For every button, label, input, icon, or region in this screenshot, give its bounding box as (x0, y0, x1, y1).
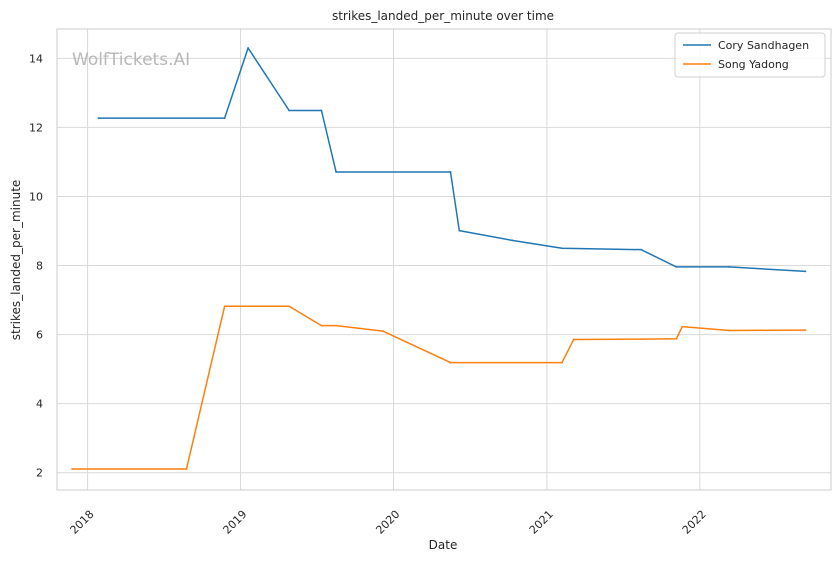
legend-box (674, 32, 826, 78)
data-point-song-yadong (382, 330, 384, 333)
y-tick-label: 10 (29, 190, 43, 203)
data-point-song-yadong (572, 338, 575, 341)
y-tick-label: 8 (36, 260, 43, 273)
data-point-cory-sandhagen (458, 229, 461, 232)
y-tick-label: 4 (36, 398, 43, 411)
y-tick-label: 12 (29, 121, 43, 134)
data-point-song-yadong (561, 361, 563, 364)
data-point-cory-sandhagen (561, 247, 563, 250)
data-point-song-yadong (640, 338, 643, 340)
data-point-song-yadong (449, 361, 452, 364)
data-point-cory-sandhagen (223, 117, 226, 119)
grid-lines (57, 29, 831, 490)
chart-title: strikes_landed_per_minute over time (332, 9, 554, 23)
data-point-cory-sandhagen (675, 266, 678, 268)
plot-frame (56, 28, 832, 491)
data-point-cory-sandhagen (97, 117, 100, 119)
data-point-cory-sandhagen (804, 270, 807, 273)
data-point-song-yadong (185, 468, 188, 470)
data-point-song-yadong (223, 305, 226, 308)
data-point-cory-sandhagen (728, 266, 731, 268)
series-line-cory-sandhagen (98, 47, 806, 273)
data-point-song-yadong (804, 329, 807, 332)
legend: Cory Sandhagen Song Yadong (674, 32, 826, 78)
data-point-song-yadong (681, 325, 684, 328)
data-point-cory-sandhagen (320, 109, 323, 112)
data-point-cory-sandhagen (288, 109, 291, 112)
data-point-cory-sandhagen (511, 239, 513, 242)
legend-label-song-yadong: Song Yadong (718, 58, 789, 71)
data-point-song-yadong (288, 305, 291, 308)
data-point-song-yadong (71, 468, 73, 470)
data-point-cory-sandhagen (247, 47, 249, 49)
data-point-cory-sandhagen (335, 171, 337, 173)
watermark: WolfTickets.AI (72, 50, 190, 70)
data-point-cory-sandhagen (640, 248, 643, 251)
y-axis-label: strikes_landed_per_minute (9, 180, 23, 341)
y-tick-label: 2 (36, 467, 43, 480)
legend-label-cory-sandhagen: Cory Sandhagen (718, 39, 809, 52)
data-point-song-yadong (728, 329, 731, 332)
x-axis-label: Date (429, 538, 458, 552)
y-tick-label: 14 (29, 52, 43, 65)
data-point-song-yadong (320, 324, 323, 327)
y-tick-label: 6 (36, 329, 43, 342)
series-layer (71, 47, 807, 470)
data-point-cory-sandhagen (449, 171, 452, 173)
data-point-song-yadong (335, 324, 337, 327)
data-point-song-yadong (675, 337, 678, 340)
